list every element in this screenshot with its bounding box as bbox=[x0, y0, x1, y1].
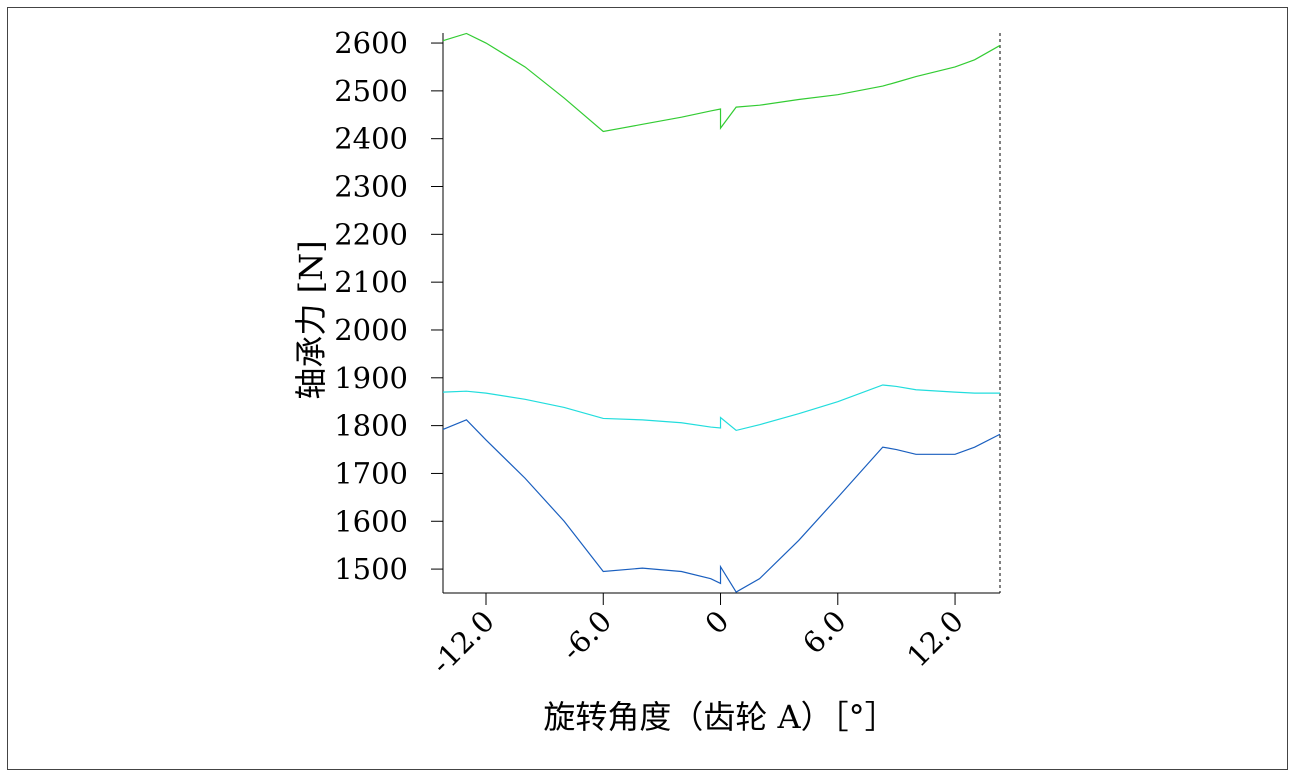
y-tick-label: 2400 bbox=[334, 122, 408, 156]
y-tick-label: 2000 bbox=[334, 313, 408, 347]
x-tick-label: -6.0 bbox=[555, 604, 619, 668]
y-tick-label: 2200 bbox=[334, 217, 408, 251]
series-line bbox=[442, 32, 1001, 133]
y-tick-label: 1800 bbox=[334, 409, 408, 443]
series-line bbox=[442, 384, 1000, 432]
y-tick-label: 1500 bbox=[334, 552, 408, 586]
y-tick-label: 2500 bbox=[334, 74, 408, 108]
x-tick-label: 12.0 bbox=[900, 604, 970, 674]
series-line bbox=[442, 419, 1001, 593]
y-axis-label: 轴承力 [N] bbox=[292, 240, 330, 399]
x-axis-label: 旋转角度（齿轮 A）［°］ bbox=[543, 698, 896, 736]
frame bbox=[7, 7, 1288, 770]
y-tick-label: 2600 bbox=[334, 26, 408, 60]
x-tick-label: 0 bbox=[698, 604, 735, 641]
y-tick-label: 1600 bbox=[334, 504, 408, 538]
x-tick-label: -12.0 bbox=[424, 604, 501, 681]
x-tick-label: 6.0 bbox=[796, 604, 853, 661]
y-tick-label: 1700 bbox=[334, 456, 408, 490]
y-tick-label: 1900 bbox=[334, 361, 408, 395]
y-tick-label: 2100 bbox=[334, 265, 408, 299]
y-tick-label: 2300 bbox=[334, 170, 408, 204]
